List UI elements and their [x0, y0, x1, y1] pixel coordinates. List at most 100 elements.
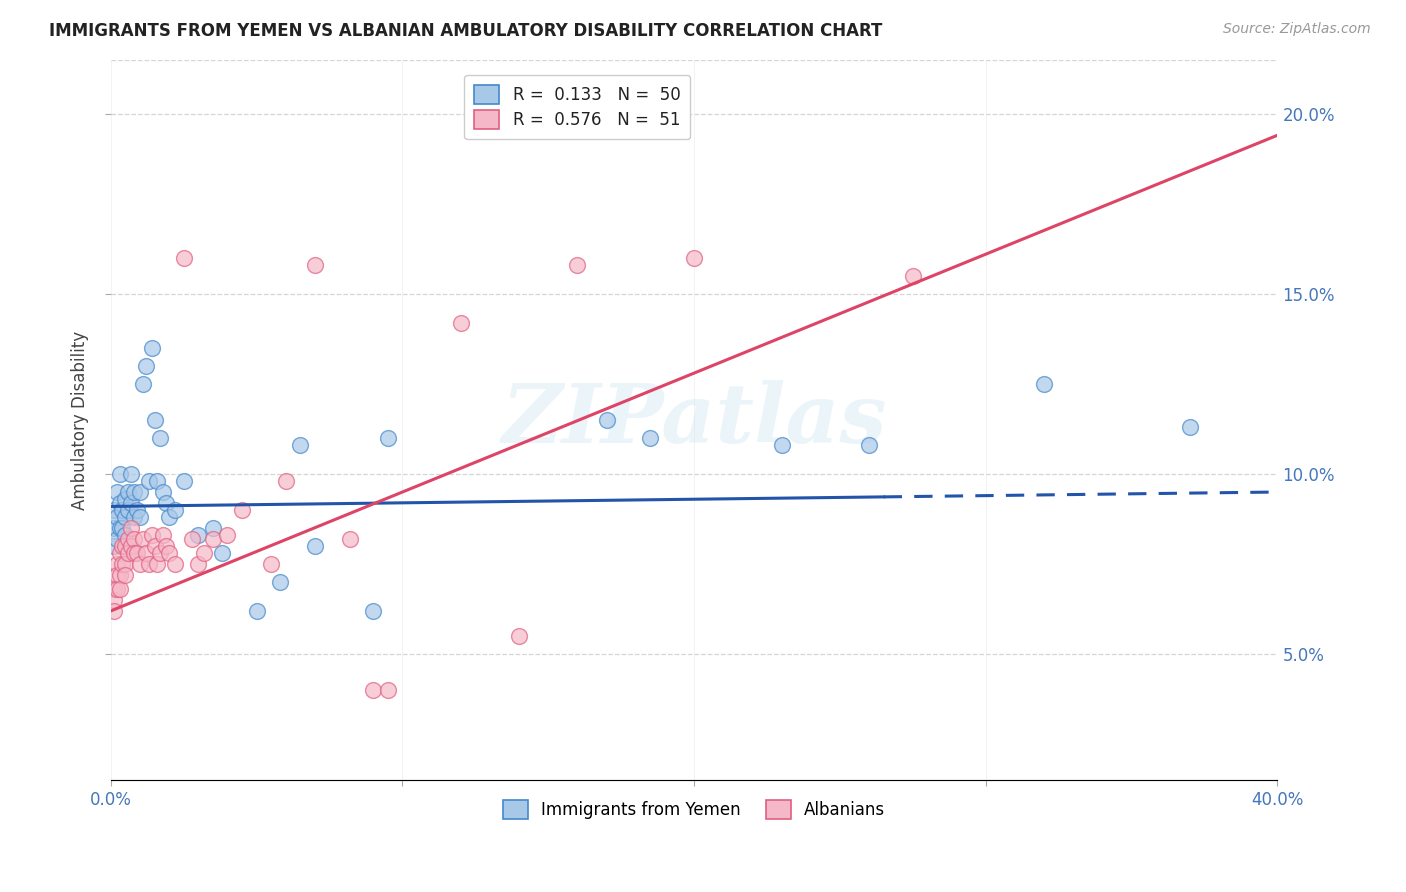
Point [132, 532, 155, 546]
Point [117, 503, 139, 517]
Point [108, 521, 131, 535]
Point [117, 546, 139, 560]
Point [120, 539, 142, 553]
Point [103, 521, 125, 535]
Point [683, 251, 706, 265]
Point [103, 593, 125, 607]
Point [770, 438, 793, 452]
Point [114, 510, 136, 524]
Point [120, 521, 142, 535]
Point [901, 268, 924, 283]
Point [138, 474, 160, 488]
Point [187, 557, 209, 571]
Point [141, 341, 163, 355]
Point [143, 539, 166, 553]
Point [111, 503, 134, 517]
Point [138, 557, 160, 571]
Point [157, 546, 180, 560]
Point [120, 496, 142, 510]
Text: ZIPatlas: ZIPatlas [502, 380, 887, 460]
Point [157, 510, 180, 524]
Point [361, 683, 384, 698]
Point [105, 568, 128, 582]
Point [117, 485, 139, 500]
Point [143, 413, 166, 427]
Point [108, 467, 131, 481]
Point [269, 575, 291, 590]
Point [108, 568, 131, 582]
Point [129, 557, 152, 571]
Point [114, 557, 136, 571]
Point [105, 582, 128, 597]
Point [595, 413, 617, 427]
Point [120, 467, 142, 481]
Point [193, 546, 215, 560]
Point [290, 438, 312, 452]
Text: Source: ZipAtlas.com: Source: ZipAtlas.com [1223, 22, 1371, 37]
Point [640, 431, 662, 445]
Point [135, 359, 157, 373]
Point [1178, 420, 1201, 434]
Point [155, 539, 177, 553]
Point [260, 557, 283, 571]
Point [125, 503, 148, 517]
Point [246, 604, 269, 618]
Point [377, 431, 399, 445]
Point [155, 496, 177, 510]
Point [105, 557, 128, 571]
Point [103, 582, 125, 597]
Point [361, 604, 384, 618]
Point [211, 546, 233, 560]
Text: IMMIGRANTS FROM YEMEN VS ALBANIAN AMBULATORY DISABILITY CORRELATION CHART: IMMIGRANTS FROM YEMEN VS ALBANIAN AMBULA… [49, 22, 883, 40]
Point [201, 521, 224, 535]
Point [149, 431, 172, 445]
Point [1033, 376, 1056, 391]
Point [146, 474, 169, 488]
Point [231, 503, 253, 517]
Point [122, 532, 145, 546]
Point [114, 492, 136, 507]
Point [132, 376, 155, 391]
Point [122, 485, 145, 500]
Point [304, 539, 326, 553]
Point [163, 557, 186, 571]
Point [114, 568, 136, 582]
Point [122, 510, 145, 524]
Point [108, 496, 131, 510]
Point [173, 474, 195, 488]
Point [450, 316, 472, 330]
Point [122, 546, 145, 560]
Point [339, 532, 361, 546]
Point [149, 546, 172, 560]
Point [114, 528, 136, 542]
Point [152, 485, 174, 500]
Point [103, 604, 125, 618]
Point [129, 485, 152, 500]
Point [111, 539, 134, 553]
Point [217, 528, 239, 542]
Point [146, 557, 169, 571]
Point [201, 532, 224, 546]
Point [105, 532, 128, 546]
Point [105, 510, 128, 524]
Point [129, 510, 152, 524]
Point [103, 539, 125, 553]
Point [108, 546, 131, 560]
Point [508, 629, 530, 643]
Point [111, 557, 134, 571]
Point [152, 528, 174, 542]
Point [141, 528, 163, 542]
Point [173, 251, 195, 265]
Point [105, 485, 128, 500]
Point [567, 258, 589, 272]
Point [114, 539, 136, 553]
Point [125, 546, 148, 560]
Point [181, 532, 204, 546]
Point [103, 503, 125, 517]
Y-axis label: Ambulatory Disability: Ambulatory Disability [72, 330, 89, 509]
Point [135, 546, 157, 560]
Point [108, 582, 131, 597]
Point [187, 528, 209, 542]
Point [274, 474, 297, 488]
Legend: Immigrants from Yemen, Albanians: Immigrants from Yemen, Albanians [496, 794, 891, 826]
